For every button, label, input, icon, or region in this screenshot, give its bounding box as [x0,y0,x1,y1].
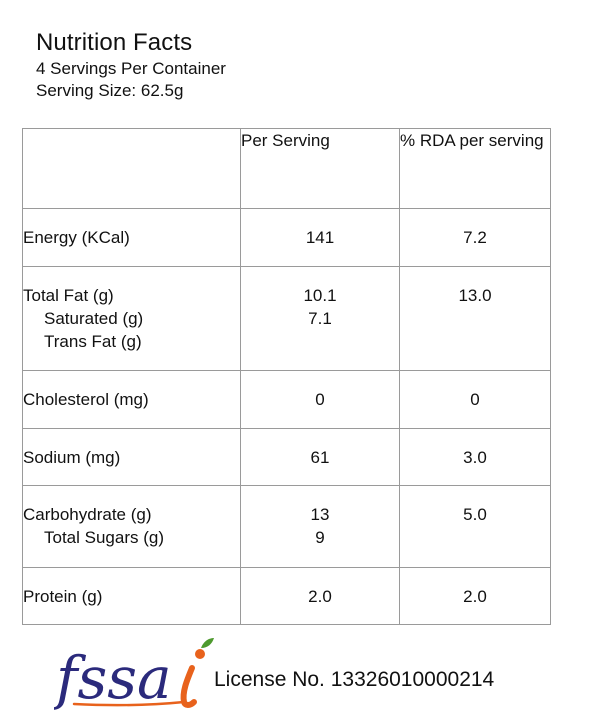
nutrient-cell: Total Fat (g) Saturated (g) Trans Fat (g… [22,266,241,371]
license-number: License No. 13326010000214 [214,668,495,691]
per-serving-cell: 10.1 7.1 [240,266,400,371]
rda-value: 2.0 [399,567,551,625]
fssai-logo: fssa [54,638,214,712]
nutrient-name: Carbohydrate (g) [23,505,152,524]
logo-leaf-icon [201,638,214,648]
table-row: Energy (KCal) 141 7.2 [22,208,551,267]
rda-value: 13.0 [399,266,551,371]
table-row: Protein (g) 2.0 2.0 [22,567,551,625]
table-row: Carbohydrate (g) Total Sugars (g) 13 9 5… [22,485,551,568]
rda-value: 5.0 [399,485,551,568]
column-header-per-serving: Per Serving [240,128,400,209]
nutrient-cell: Carbohydrate (g) Total Sugars (g) [22,485,241,568]
nutrient-name: Sodium (mg) [22,428,241,486]
logo-i-stem [180,665,197,708]
table-row: Cholesterol (mg) 0 0 [22,370,551,429]
per-serving-value: 61 [240,428,400,486]
fssai-logo-text: fssa [54,644,172,712]
sub-nutrient-name: Saturated (g) [44,309,144,328]
nutrition-header: Nutrition Facts 4 Servings Per Container… [36,28,226,102]
servings-per-container: 4 Servings Per Container [36,59,226,78]
per-serving-value: 10.1 [303,286,337,305]
nutrient-name: Total Fat (g) [23,286,114,305]
logo-swoosh [72,700,186,707]
table-header-row: Per Serving % RDA per serving [22,128,551,209]
sub-nutrient-name: Total Sugars (g) [44,528,164,547]
per-serving-value: 141 [240,208,400,267]
column-header-rda: % RDA per serving [399,128,551,209]
rda-value: 0 [399,370,551,429]
sub-nutrient-name: Trans Fat (g) [44,332,142,351]
nutrition-table: Per Serving % RDA per serving Energy (KC… [22,128,551,625]
rda-value: 7.2 [399,208,551,267]
sub-per-serving-value: 7.1 [308,309,332,328]
sub-per-serving-value: 9 [315,528,325,547]
column-header-nutrient [22,128,241,209]
per-serving-value: 13 [310,505,330,524]
logo-i-dot [195,649,205,659]
nutrient-name: Cholesterol (mg) [22,370,241,429]
table-row: Total Fat (g) Saturated (g) Trans Fat (g… [22,266,551,371]
table-row: Sodium (mg) 61 3.0 [22,428,551,486]
serving-size: Serving Size: 62.5g [36,81,184,100]
per-serving-value: 2.0 [240,567,400,625]
footer: fssa License No. 13326010000214 [54,632,574,712]
per-serving-cell: 13 9 [240,485,400,568]
page-title: Nutrition Facts [36,29,193,56]
rda-value: 3.0 [399,428,551,486]
nutrient-name: Protein (g) [22,567,241,625]
per-serving-value: 0 [240,370,400,429]
nutrient-name: Energy (KCal) [22,208,241,267]
